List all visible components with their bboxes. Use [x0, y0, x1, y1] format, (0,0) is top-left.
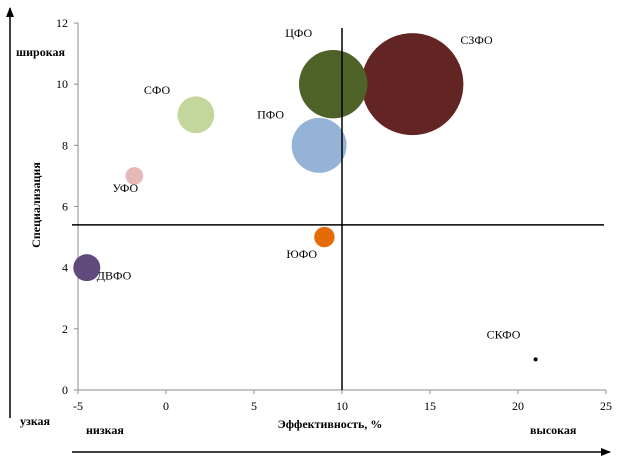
y-tick-label: 10	[56, 77, 68, 91]
y-top-annotation: широкая	[16, 45, 65, 59]
point-label-СФО: СФО	[144, 83, 171, 97]
x-tick-label: 25	[600, 399, 612, 413]
point-label-УФО: УФО	[112, 181, 138, 195]
reference-lines	[72, 28, 604, 390]
y-tick-label: 8	[62, 138, 68, 152]
y-tick-label: 0	[62, 383, 68, 397]
x-tick-label: 20	[512, 399, 524, 413]
point-label-ЦФО: ЦФО	[285, 26, 312, 40]
bubble-ПФО	[291, 117, 347, 173]
point-label-ДВФО: ДВФО	[97, 269, 132, 283]
point-label-СЗФО: СЗФО	[460, 33, 493, 47]
x-tick-label: 5	[251, 399, 257, 413]
bubble-ЦФО	[298, 49, 368, 119]
bubble-УФО	[125, 167, 144, 185]
tick-labels: 0 2 4 6 8 10 12 -5 0 5 10 15 20 25	[56, 16, 612, 413]
x-tick-label: 15	[424, 399, 436, 413]
bubble-СФО	[177, 96, 215, 134]
x-left-annotation: низкая	[86, 423, 124, 437]
y-tick-label: 2	[62, 322, 68, 336]
y-axis-title: Специализация	[29, 162, 43, 248]
bubble-ДВФО	[73, 254, 101, 282]
bubble-ЮФО	[314, 226, 335, 248]
y-tick-label: 12	[56, 16, 68, 30]
point-label-СКФО: СКФО	[487, 327, 521, 341]
y-tick-label: 6	[62, 200, 68, 214]
point-labels: ЦФО СЗФО СФО ПФО УФО ЮФО ДВФО СКФО	[97, 26, 521, 341]
x-tick-label: 0	[163, 399, 169, 413]
x-right-annotation: высокая	[530, 423, 577, 437]
y-bottom-annotation: узкая	[20, 414, 51, 428]
bubbles	[73, 33, 538, 362]
x-tick-label: -5	[73, 399, 83, 413]
x-tick-label: 10	[336, 399, 348, 413]
x-axis-title: Эффективность, %	[278, 417, 383, 431]
bubble-СКФО	[533, 357, 538, 362]
point-label-ЮФО: ЮФО	[286, 247, 317, 261]
point-label-ПФО: ПФО	[257, 107, 284, 121]
bubble-СЗФО	[361, 33, 464, 136]
y-tick-label: 4	[62, 261, 68, 275]
